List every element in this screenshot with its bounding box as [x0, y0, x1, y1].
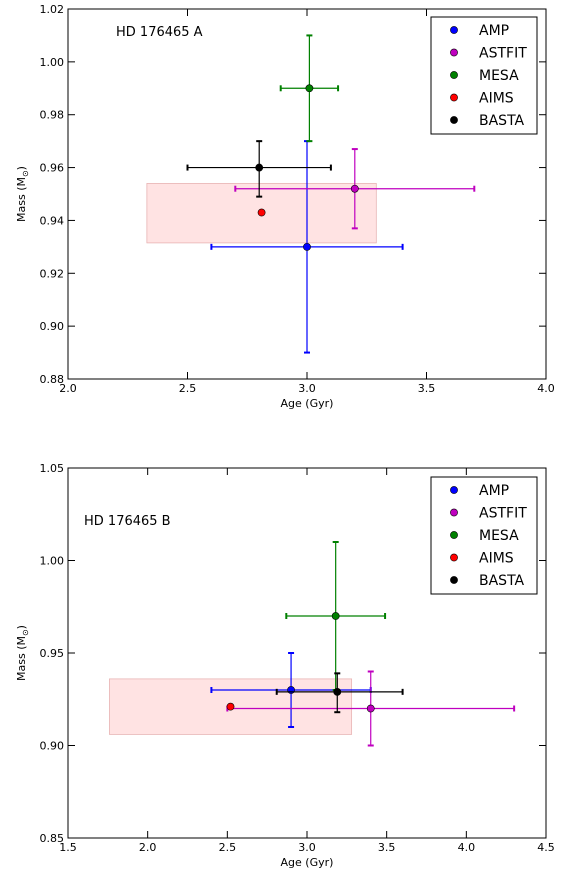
legend-label: ASTFIT [479, 46, 527, 62]
legend-marker [450, 116, 458, 124]
legend-label: AIMS [479, 551, 514, 567]
chart-panel-2: 1.5 2.0 2.5 3.0 3.5 4.0 4.5 0.85 0.90 0.95 1.00 1.0… [15, 462, 555, 869]
legend-label: MESA [479, 68, 519, 84]
legend-marker [450, 553, 458, 562]
series-mesa [279, 34, 340, 143]
series-aims [257, 208, 266, 217]
series-aims [226, 702, 235, 711]
legend-box [430, 16, 538, 135]
data-point [305, 84, 314, 93]
data-point [287, 686, 295, 694]
y-tick-label: 0.96 [40, 162, 65, 175]
legend-marker [450, 508, 458, 517]
data-point [333, 687, 342, 696]
x-axis-title: Age (Gyr) [281, 397, 334, 410]
x-tick-label: 2.0 [59, 382, 77, 395]
data-point [226, 702, 235, 711]
data-point [257, 208, 266, 217]
y-tick-label: 1.00 [40, 555, 65, 568]
data-point [255, 163, 264, 172]
y-axis-title: Mass (M⊙) [15, 625, 30, 681]
y-tick-label: 0.95 [40, 647, 65, 660]
y-tick-label: 0.85 [40, 832, 65, 845]
data-point [350, 184, 359, 193]
series-basta [275, 672, 404, 714]
chart-panel-1: 2.0 2.5 3.0 3.5 4.0 0.88 0.90 0.92 0.94 0.96 0.98 1… [15, 3, 555, 410]
x-tick-label: 2.0 [139, 841, 157, 854]
legend-label: AMP [479, 23, 509, 39]
legend-label: MESA [479, 528, 519, 544]
legend: AMP ASTFIT MESA AIMS BASTA [430, 16, 538, 135]
x-tick-label: 4.0 [537, 382, 555, 395]
data-point [366, 704, 375, 713]
legend-marker [450, 93, 458, 102]
legend-label: BASTA [479, 573, 525, 589]
x-tick-label: 4.0 [458, 841, 476, 854]
legend-marker [450, 71, 458, 79]
x-tick-label: 2.5 [219, 841, 237, 854]
legend-label: ASTFIT [479, 506, 527, 522]
legend-marker [450, 48, 458, 57]
x-tick-label: 4.5 [537, 841, 555, 854]
legend-label: BASTA [479, 113, 525, 129]
y-tick-label: 1.05 [40, 462, 65, 475]
data-point [303, 242, 311, 251]
series-astfit [234, 148, 476, 230]
x-tick-label: 3.5 [378, 841, 396, 854]
x-tick-label: 1.5 [59, 841, 77, 854]
x-tick-label: 2.5 [179, 382, 197, 395]
legend-marker [450, 26, 458, 34]
legend-label: AMP [479, 483, 509, 499]
panel-annotation: HD 176465 B [84, 514, 171, 529]
y-tick-label: 0.98 [40, 109, 65, 122]
y-tick-label: 0.90 [40, 740, 65, 753]
legend-marker [450, 486, 458, 494]
y-tick-label: 1.00 [40, 56, 65, 69]
x-axis-title: Age (Gyr) [281, 856, 334, 869]
y-tick-label: 0.94 [40, 214, 65, 227]
legend-marker [450, 576, 458, 584]
panel-annotation: HD 176465 A [116, 25, 203, 40]
series-amp [210, 140, 404, 354]
y-axis-title: Mass (M⊙) [15, 166, 30, 222]
x-tick-label: 3.0 [298, 382, 316, 395]
y-tick-label: 0.90 [40, 320, 65, 333]
y-tick-label: 0.92 [40, 267, 65, 280]
y-tick-label: 1.02 [40, 3, 65, 16]
legend-label: AIMS [479, 91, 514, 107]
series-basta [186, 140, 332, 198]
legend-marker [450, 531, 458, 539]
data-point [331, 612, 340, 620]
series-astfit [226, 670, 516, 747]
y-tick-label: 0.88 [40, 373, 65, 386]
legend: AMP ASTFIT MESA AIMS BASTA [430, 476, 538, 595]
series-mesa [285, 541, 387, 691]
legend-box [430, 476, 538, 595]
x-tick-label: 3.5 [418, 382, 436, 395]
x-tick-label: 3.0 [298, 841, 316, 854]
